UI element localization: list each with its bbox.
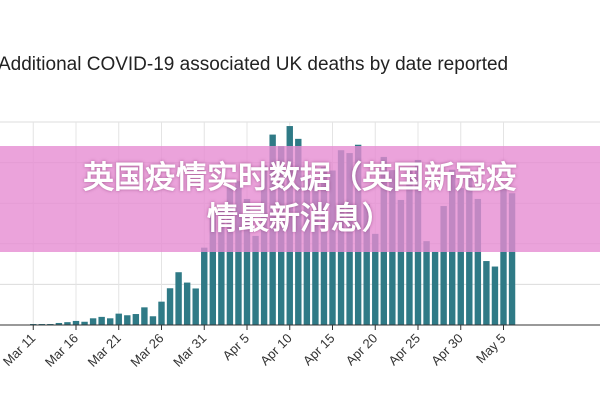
bar	[363, 204, 370, 325]
bar	[457, 188, 464, 325]
chart-title: Additional COVID-19 associated UK deaths…	[0, 54, 509, 75]
x-tick-label: Mar 11	[0, 331, 38, 370]
bar	[132, 314, 140, 325]
bar	[483, 261, 490, 325]
bar	[124, 315, 131, 325]
bar	[55, 322, 63, 325]
overlay-banner-text: 英国疫情实时数据（英国新冠疫 情最新消息）	[0, 158, 600, 240]
bar	[183, 282, 191, 325]
bar	[508, 193, 516, 325]
bar	[252, 235, 259, 325]
x-tick-label: Mar 31	[170, 331, 209, 370]
bar	[89, 318, 97, 325]
bar	[72, 320, 80, 325]
bar	[431, 251, 439, 325]
bar	[440, 206, 447, 325]
bar	[158, 301, 165, 325]
x-tick-label: Apr 15	[300, 331, 338, 369]
bar	[500, 184, 507, 325]
bar	[98, 316, 105, 325]
bar	[474, 198, 482, 325]
x-tick-label: Apr 20	[343, 331, 381, 369]
x-tick-label: Mar 26	[127, 331, 166, 370]
bar	[423, 241, 430, 325]
bar	[235, 181, 242, 325]
bar	[192, 288, 199, 325]
bar	[209, 210, 216, 325]
bar	[64, 322, 71, 325]
x-tick-label: Apr 30	[428, 331, 466, 369]
bar	[243, 198, 251, 325]
x-tick-label: Apr 10	[257, 331, 295, 369]
x-tick-label: Apr 25	[385, 331, 423, 369]
bar	[218, 209, 225, 325]
bar	[166, 288, 174, 325]
banner-line-1: 英国疫情实时数据（英国新冠疫	[83, 160, 517, 196]
bar	[226, 186, 234, 325]
bar	[81, 321, 88, 325]
bar	[491, 266, 499, 325]
bar	[107, 318, 114, 325]
bar	[115, 313, 122, 325]
bar	[312, 179, 319, 325]
bar	[149, 316, 157, 325]
bar	[372, 233, 379, 325]
x-tick-label: Apr 5	[220, 331, 253, 364]
bar	[141, 307, 148, 325]
x-tick-label: Mar 21	[85, 331, 124, 370]
overlay-banner	[0, 146, 600, 252]
bar	[201, 247, 208, 325]
x-tick-label: May 5	[473, 331, 509, 367]
banner-line-2: 情最新消息）	[207, 201, 393, 237]
x-tick-label: Mar 16	[42, 331, 81, 370]
bar	[175, 272, 182, 325]
bar	[397, 199, 405, 325]
